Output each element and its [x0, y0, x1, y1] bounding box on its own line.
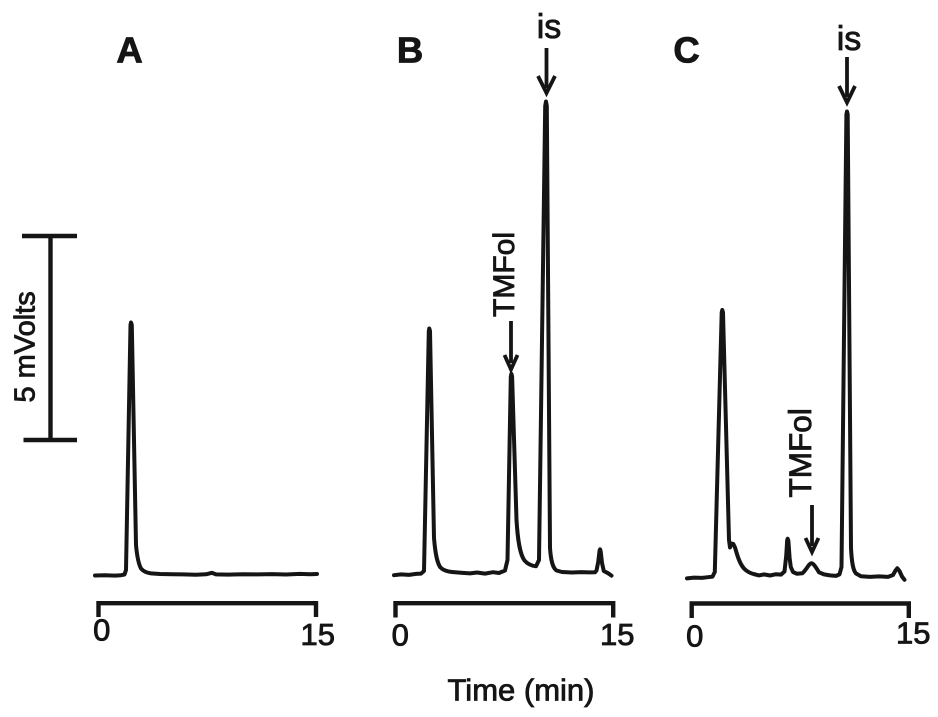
svg-text:A: A	[116, 30, 142, 71]
svg-text:0: 0	[93, 613, 110, 648]
svg-text:0: 0	[686, 619, 703, 654]
svg-text:TMFol: TMFol	[782, 408, 818, 497]
svg-text:is: is	[837, 20, 862, 58]
svg-text:15: 15	[301, 617, 335, 652]
svg-text:is: is	[537, 8, 562, 46]
svg-text:Time (min): Time (min)	[448, 673, 595, 708]
svg-text:C: C	[673, 30, 699, 71]
svg-text:5 mVolts: 5 mVolts	[10, 291, 42, 402]
svg-text:B: B	[397, 30, 423, 71]
svg-text:15: 15	[600, 617, 634, 652]
svg-text:0: 0	[392, 618, 409, 653]
svg-text:15: 15	[896, 616, 930, 651]
svg-text:TMFol: TMFol	[488, 232, 521, 317]
